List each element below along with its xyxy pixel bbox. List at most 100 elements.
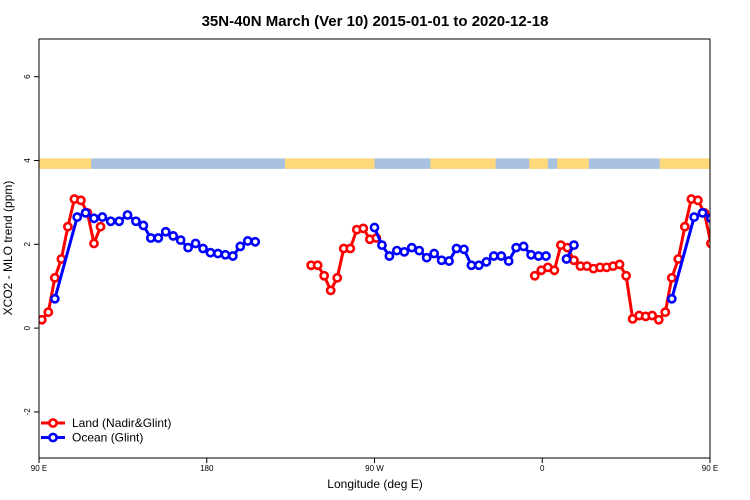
data-point: [220, 249, 231, 260]
data-point: [242, 236, 253, 246]
data-point: [369, 222, 380, 233]
data-point: [80, 207, 91, 218]
data-point: [466, 260, 477, 271]
data-point: [49, 272, 60, 283]
data-point: [689, 212, 700, 222]
plot-frame: [38, 38, 711, 459]
data-point: [345, 243, 356, 254]
data-point: [692, 195, 703, 206]
data-point: [399, 246, 410, 257]
x-tick-label: 90 W: [365, 464, 384, 473]
x-tick-label: 0: [540, 464, 545, 473]
data-point: [198, 243, 208, 254]
data-point: [666, 293, 677, 304]
data-point: [190, 238, 201, 249]
land-sea-band: [39, 158, 710, 169]
data-point: [325, 285, 336, 296]
land-segment: [285, 158, 375, 169]
data-point: [561, 254, 572, 264]
data-point: [732, 218, 739, 225]
data-point: [406, 242, 417, 253]
data-point: [168, 231, 179, 241]
data-point: [518, 241, 529, 252]
land-segment: [659, 158, 710, 169]
land-segment: [430, 158, 496, 169]
data-point: [250, 236, 261, 247]
series-land: [39, 194, 721, 325]
data-point: [97, 212, 108, 222]
data-point: [213, 248, 223, 259]
data-point: [569, 240, 579, 251]
data-point: [569, 255, 579, 266]
data-point: [444, 256, 454, 266]
data-point: [714, 223, 721, 230]
data-point: [43, 307, 54, 318]
data-point: [227, 251, 238, 261]
data-point: [131, 216, 141, 227]
data-point: [89, 238, 99, 249]
y-tick-label: 0: [23, 325, 32, 330]
data-point: [105, 216, 116, 227]
data-point: [488, 251, 499, 261]
data-point: [653, 314, 664, 325]
legend: Land (Nadir&Glint)Ocean (Glint): [41, 416, 171, 445]
data-point: [473, 260, 484, 271]
data-point: [679, 221, 690, 232]
data-point: [647, 310, 658, 321]
data-point: [436, 255, 447, 266]
data-point: [89, 213, 99, 224]
axes: 90 E 180 90 W 0 90 E -2 0 2 4 6: [23, 74, 718, 473]
land-segment: [529, 158, 548, 169]
data-point: [235, 241, 246, 252]
data-point: [614, 259, 625, 270]
data-point: [666, 272, 677, 283]
legend-label: Land (Nadir&Glint): [72, 416, 171, 430]
x-tick-label: 90 E: [31, 464, 47, 473]
data-point: [391, 245, 402, 256]
data-point: [716, 213, 723, 220]
legend-marker: [48, 432, 58, 443]
data-point: [421, 252, 432, 263]
y-axis-label: XCO2 - MLO trend (ppm): [1, 181, 15, 316]
data-point: [511, 242, 522, 253]
data-point: [503, 256, 514, 266]
data-point: [697, 207, 708, 218]
y-tick-label: 6: [23, 74, 32, 79]
x-tick-label: 180: [200, 464, 214, 473]
data-point: [153, 233, 164, 243]
data-point: [312, 260, 323, 271]
chart-title: 35N-40N March (Ver 10) 2015-01-01 to 202…: [202, 13, 549, 30]
data-point: [706, 238, 710, 249]
series-layer: [39, 194, 739, 325]
data-point: [205, 247, 216, 258]
land-segment: [557, 158, 589, 169]
x-axis-label: Longitude (deg E): [327, 477, 422, 491]
y-tick-label: 4: [23, 158, 32, 163]
land-segment: [39, 158, 92, 169]
data-point: [496, 251, 507, 261]
data-point: [76, 195, 86, 206]
data-point: [62, 221, 73, 232]
data-point: [724, 218, 731, 225]
data-point: [95, 221, 106, 232]
data-point: [529, 270, 540, 281]
data-point: [49, 293, 60, 304]
data-point: [122, 210, 133, 220]
series-line: [40, 197, 102, 321]
series-ocean: [49, 207, 739, 304]
data-point: [114, 216, 125, 227]
data-point: [319, 270, 330, 281]
legend-label: Ocean (Glint): [72, 431, 143, 445]
data-point: [541, 251, 551, 261]
data-point: [429, 248, 440, 259]
data-point: [175, 235, 186, 246]
data-point: [332, 272, 343, 283]
data-point: [459, 244, 469, 255]
data-point: [481, 257, 492, 267]
data-point: [526, 249, 536, 260]
y-tick-label: -2: [23, 408, 32, 416]
data-point: [183, 242, 194, 253]
data-point: [160, 226, 171, 237]
data-point: [138, 220, 149, 231]
